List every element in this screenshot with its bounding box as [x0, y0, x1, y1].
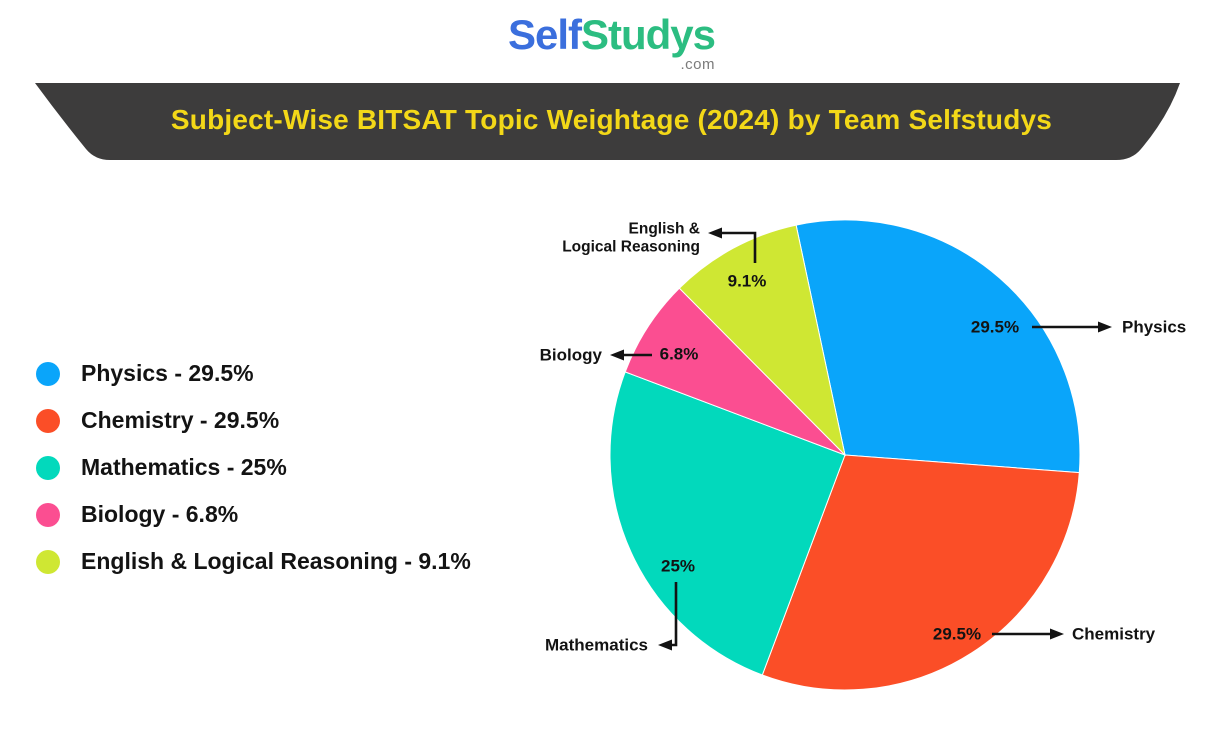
legend-item-label: Mathematics - 25% [81, 454, 287, 480]
callout-arrowhead-physics [1098, 321, 1112, 333]
legend-item: Mathematics - 25% [36, 444, 471, 491]
logo: SelfStudys .com [0, 14, 1223, 74]
page-title: Subject-Wise BITSAT Topic Weightage (202… [170, 104, 1053, 135]
legend-item-label: English & Logical Reasoning - 9.1% [81, 548, 471, 574]
legend-item: Chemistry - 29.5% [36, 397, 471, 444]
slice-label-mathematics: Mathematics [545, 636, 648, 655]
title-banner [35, 83, 1180, 160]
legend-item: Physics - 29.5% [36, 350, 471, 397]
legend-color-dot [36, 502, 60, 527]
legend-item-label: Physics - 29.5% [81, 360, 254, 386]
legend: Physics - 29.5% Chemistry - 29.5% Mathemat… [36, 350, 471, 585]
slice-percent-english-logical-reasoning: 9.1% [728, 272, 767, 291]
legend-item-label: Biology - 6.8% [81, 501, 239, 527]
logo-self: Self [507, 11, 582, 58]
logo-wordmark: SelfStudys .com [507, 11, 716, 73]
logo-studys: Studys [581, 11, 716, 58]
slice-percent-physics: 29.5% [971, 318, 1019, 337]
callout-arrow-english-logical-reasoning [712, 231, 757, 263]
legend-color-dot [36, 549, 60, 574]
slice-label-english-logical-reasoning-line2: Logical Reasoning [562, 239, 700, 256]
pie-slice-physics [795, 219, 1081, 474]
pie-slice-english-logical-reasoning [678, 224, 846, 457]
legend-color-dot [36, 408, 60, 433]
pie-slice-chemistry [761, 454, 1080, 691]
logo-com: .com [680, 56, 716, 73]
slice-label-chemistry: Chemistry [1072, 625, 1156, 644]
legend-color-dot [36, 361, 60, 386]
legend-item: English & Logical Reasoning - 9.1% [36, 538, 471, 585]
callout-arrowhead-chemistry [1050, 628, 1064, 640]
slice-label-biology: Biology [540, 346, 603, 365]
callout-arrowhead-english-logical-reasoning [708, 227, 722, 239]
slice-percent-chemistry: 29.5% [933, 625, 981, 644]
slice-label-physics: Physics [1122, 318, 1186, 337]
pie-slice-mathematics [609, 371, 846, 676]
legend-item: Biology - 6.8% [36, 491, 471, 538]
callout-arrowhead-biology [610, 349, 624, 361]
legend-color-dot [36, 455, 60, 480]
banner-ribbon-shape [35, 83, 1180, 160]
slice-percent-mathematics: 25% [661, 557, 695, 576]
legend-item-label: Chemistry - 29.5% [81, 407, 280, 433]
slice-label-english-logical-reasoning-line1: English & [629, 221, 700, 238]
slice-percent-biology: 6.8% [660, 345, 699, 364]
callout-arrowhead-mathematics [658, 639, 672, 651]
